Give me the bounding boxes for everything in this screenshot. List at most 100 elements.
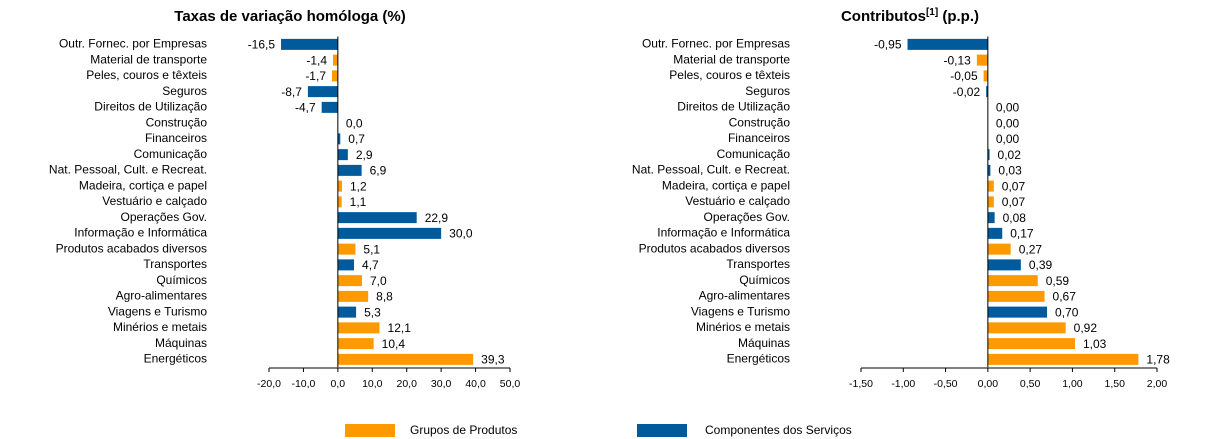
value-label: -0,13: [944, 53, 972, 67]
bar: [281, 38, 338, 50]
y-tick-label: Direitos de Utilização: [94, 100, 207, 114]
value-label: -0,95: [874, 38, 902, 52]
bar: [987, 180, 994, 192]
bar: [987, 164, 991, 176]
bar: [987, 196, 994, 208]
bar: [986, 86, 988, 98]
value-label: 6,9: [370, 164, 387, 178]
chart-title: Taxas de variação homóloga (%): [174, 8, 405, 25]
value-label: 5,1: [363, 242, 380, 256]
x-tick-label: -1,00: [891, 378, 915, 390]
value-label: 1,1: [350, 195, 367, 209]
y-tick-label: Vestuário e calçado: [102, 194, 207, 208]
x-tick-label: 10,0: [362, 378, 383, 390]
value-label: -1,7: [305, 69, 326, 83]
y-tick-label: Nat. Pessoal, Cult. e Recreat.: [49, 163, 207, 177]
y-tick-label: Financeiros: [145, 131, 207, 145]
bar: [337, 338, 374, 350]
value-label: 0,59: [1046, 274, 1070, 288]
chart-title: Contributos[1] (p.p.): [841, 7, 979, 25]
x-tick-label: -20,0: [257, 378, 281, 390]
y-tick-label: Madeira, cortiça e papel: [79, 178, 207, 192]
y-tick-label: Seguros: [745, 84, 790, 98]
value-label: 0,0: [346, 116, 363, 130]
value-label: 5,3: [364, 305, 381, 319]
bar: [337, 196, 342, 208]
value-label: 0,00: [996, 132, 1020, 146]
value-label: 10,4: [382, 337, 406, 351]
bar: [987, 275, 1038, 287]
value-label: 0,03: [998, 164, 1022, 178]
value-label: -8,7: [281, 85, 302, 99]
y-tick-label: Químicos: [739, 273, 790, 287]
value-label: 0,92: [1074, 321, 1098, 335]
y-tick-label: Madeira, cortiça e papel: [662, 178, 790, 192]
value-label: -1,4: [306, 53, 327, 67]
y-tick-label: Viagens e Turismo: [691, 304, 790, 318]
bar: [987, 212, 995, 224]
bar: [337, 353, 474, 365]
value-label: 1,78: [1146, 353, 1170, 367]
y-tick-label: Outr. Fornec. por Empresas: [642, 37, 790, 51]
y-tick-label: Comunicação: [134, 147, 208, 161]
value-label: 1,03: [1083, 337, 1107, 351]
bar: [321, 101, 338, 113]
bar: [332, 70, 338, 82]
bar: [337, 133, 341, 145]
bar: [337, 180, 342, 192]
value-label: 0,27: [1019, 242, 1043, 256]
bar: [987, 149, 990, 161]
y-tick-label: Químicos: [156, 273, 207, 287]
value-label: -0,05: [950, 69, 978, 83]
value-label: 0,70: [1055, 305, 1079, 319]
x-tick-label: -1,50: [849, 378, 873, 390]
bar: [337, 149, 348, 161]
x-tick-label: 20,0: [396, 378, 417, 390]
y-tick-label: Energéticos: [727, 352, 790, 366]
value-label: 7,0: [370, 274, 387, 288]
y-tick-label: Transportes: [143, 257, 207, 271]
y-tick-label: Financeiros: [728, 131, 790, 145]
x-tick-label: 0,00: [978, 378, 999, 390]
x-tick-label: 0,50: [1020, 378, 1041, 390]
bar: [337, 212, 417, 224]
bar: [337, 259, 355, 271]
value-label: 39,3: [481, 353, 505, 367]
x-tick-label: 30,0: [431, 378, 452, 390]
y-tick-label: Operações Gov.: [704, 210, 790, 224]
bar: [987, 259, 1021, 271]
y-tick-label: Minérios e metais: [696, 320, 790, 334]
title-text: Contributos: [841, 8, 926, 25]
x-tick-label: -10,0: [291, 378, 315, 390]
y-tick-label: Material de transporte: [673, 52, 790, 66]
x-tick-label: -0,50: [934, 378, 958, 390]
x-tick-label: 2,00: [1147, 378, 1168, 390]
value-label: 0,7: [348, 132, 365, 146]
y-tick-label: Direitos de Utilização: [677, 100, 790, 114]
value-label: 1,2: [350, 179, 367, 193]
bar: [333, 54, 338, 66]
title-superscript: [1]: [926, 7, 938, 18]
bar: [987, 338, 1075, 350]
value-label: 30,0: [449, 227, 473, 241]
title-suffix: (p.p.): [938, 8, 979, 25]
y-tick-label: Produtos acabados diversos: [56, 241, 207, 255]
bar: [983, 70, 988, 82]
value-label: 0,39: [1029, 258, 1053, 272]
bar: [987, 353, 1139, 365]
y-tick-label: Transportes: [726, 257, 790, 271]
value-label: 4,7: [362, 258, 379, 272]
value-label: 8,8: [376, 290, 393, 304]
y-tick-label: Viagens e Turismo: [108, 304, 207, 318]
bar: [987, 322, 1066, 334]
bar: [337, 306, 357, 318]
bar: [337, 227, 442, 239]
value-label: 0,08: [1003, 211, 1027, 225]
value-label: 0,00: [996, 101, 1020, 115]
value-label: 12,1: [388, 321, 412, 335]
bar: [307, 86, 338, 98]
x-tick-label: 1,00: [1062, 378, 1083, 390]
y-tick-label: Máquinas: [155, 336, 207, 350]
x-tick-label: 1,50: [1104, 378, 1125, 390]
